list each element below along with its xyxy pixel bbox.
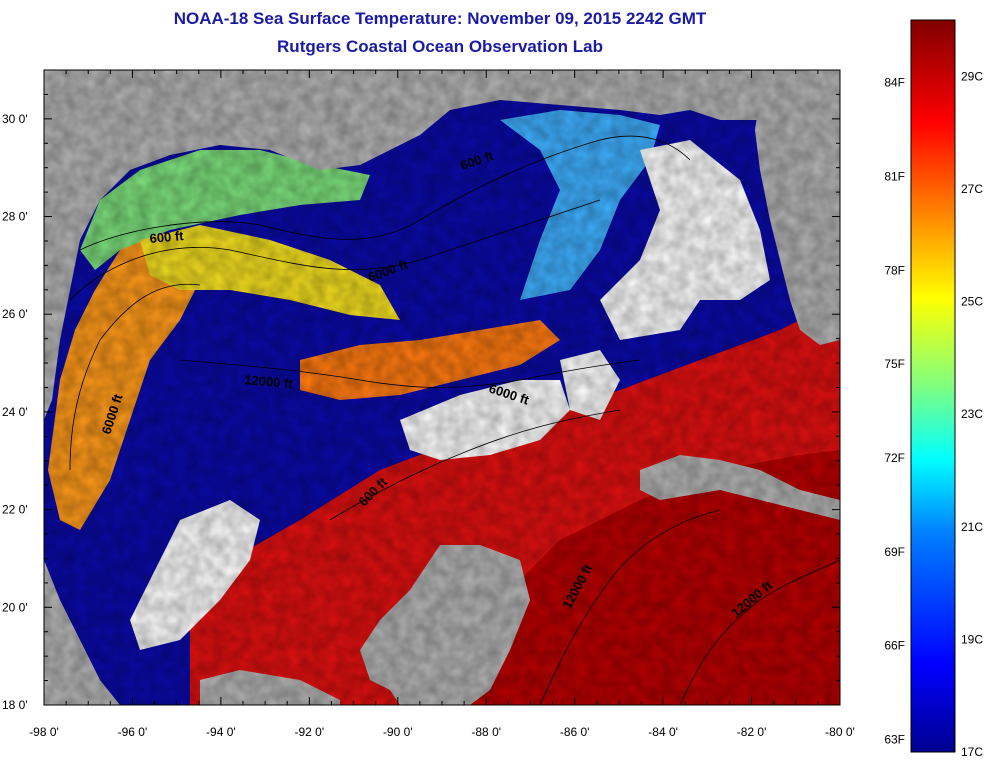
x-tick-label: -98 0' (29, 725, 59, 739)
colorbar-c-label: 27C (961, 182, 983, 196)
x-tick-label: -90 0' (383, 725, 413, 739)
y-tick-label: 18 0' (2, 698, 28, 712)
y-tick-label: 24 0' (2, 405, 28, 419)
colorbar-c-label: 23C (961, 407, 983, 421)
map-title: NOAA-18 Sea Surface Temperature: Novembe… (173, 9, 707, 28)
contour-12000-south (539, 509, 721, 705)
colorbar-f-label: 66F (884, 639, 905, 653)
map-plot-area: 600 ft 600 ft 6000 ft 12000 ft 6000 ft 6… (44, 70, 840, 705)
y-tick-label: 22 0' (2, 503, 28, 517)
x-tick-label: -80 0' (825, 725, 855, 739)
x-tick-label: -94 0' (206, 725, 236, 739)
colorbar-f-label: 81F (884, 169, 905, 183)
colorbar (910, 19, 956, 753)
colorbar-f-label: 63F (884, 732, 905, 746)
x-tick-label: -96 0' (118, 725, 148, 739)
y-tick-labels: 18 0' 20 0' 22 0' 24 0' 26 0' 28 0' 30 0' (2, 112, 28, 712)
y-tick-label: 20 0' (2, 600, 28, 614)
contour-6000-west (69, 283, 201, 471)
colorbar-f-label: 78F (884, 263, 905, 277)
colorbar-f-label: 69F (884, 545, 905, 559)
depth-contours (69, 135, 840, 705)
x-tick-label: -84 0' (648, 725, 678, 739)
x-tick-label: -82 0' (737, 725, 767, 739)
contour-label: 600 ft (149, 228, 185, 246)
colorbar-f-label: 84F (884, 76, 905, 90)
x-tick-label: -92 0' (295, 725, 325, 739)
x-tick-label: -88 0' (471, 725, 501, 739)
contour-label: 12000 ft (244, 372, 294, 391)
x-tick-label: -86 0' (560, 725, 590, 739)
y-tick-label: 28 0' (2, 210, 28, 224)
colorbar-fahrenheit-labels: 84F 81F 78F 75F 72F 69F 66F 63F (884, 76, 905, 747)
colorbar-c-label: 25C (961, 295, 983, 309)
colorbar-c-label: 29C (961, 69, 983, 83)
axis-ticks (43, 69, 841, 706)
contour-600-south (329, 409, 621, 521)
colorbar-f-label: 75F (884, 357, 905, 371)
contour-600-north (79, 135, 691, 251)
colorbar-c-label: 19C (961, 632, 983, 646)
colorbar-f-label: 72F (884, 451, 905, 465)
y-tick-label: 26 0' (2, 307, 28, 321)
y-tick-label: 30 0' (2, 112, 28, 126)
map-subtitle: Rutgers Coastal Ocean Observation Lab (277, 37, 603, 56)
contour-12000-east (679, 559, 840, 705)
colorbar-c-label: 21C (961, 520, 983, 534)
contour-6000-north (69, 199, 601, 301)
colorbar-c-label: 17C (961, 745, 983, 759)
colorbar-celsius-labels: 29C 27C 25C 23C 21C 19C 17C (961, 69, 983, 759)
x-tick-labels: -98 0' -96 0' -94 0' -92 0' -90 0' -88 0' -86 … (29, 725, 855, 739)
contour-12000 (179, 359, 641, 388)
